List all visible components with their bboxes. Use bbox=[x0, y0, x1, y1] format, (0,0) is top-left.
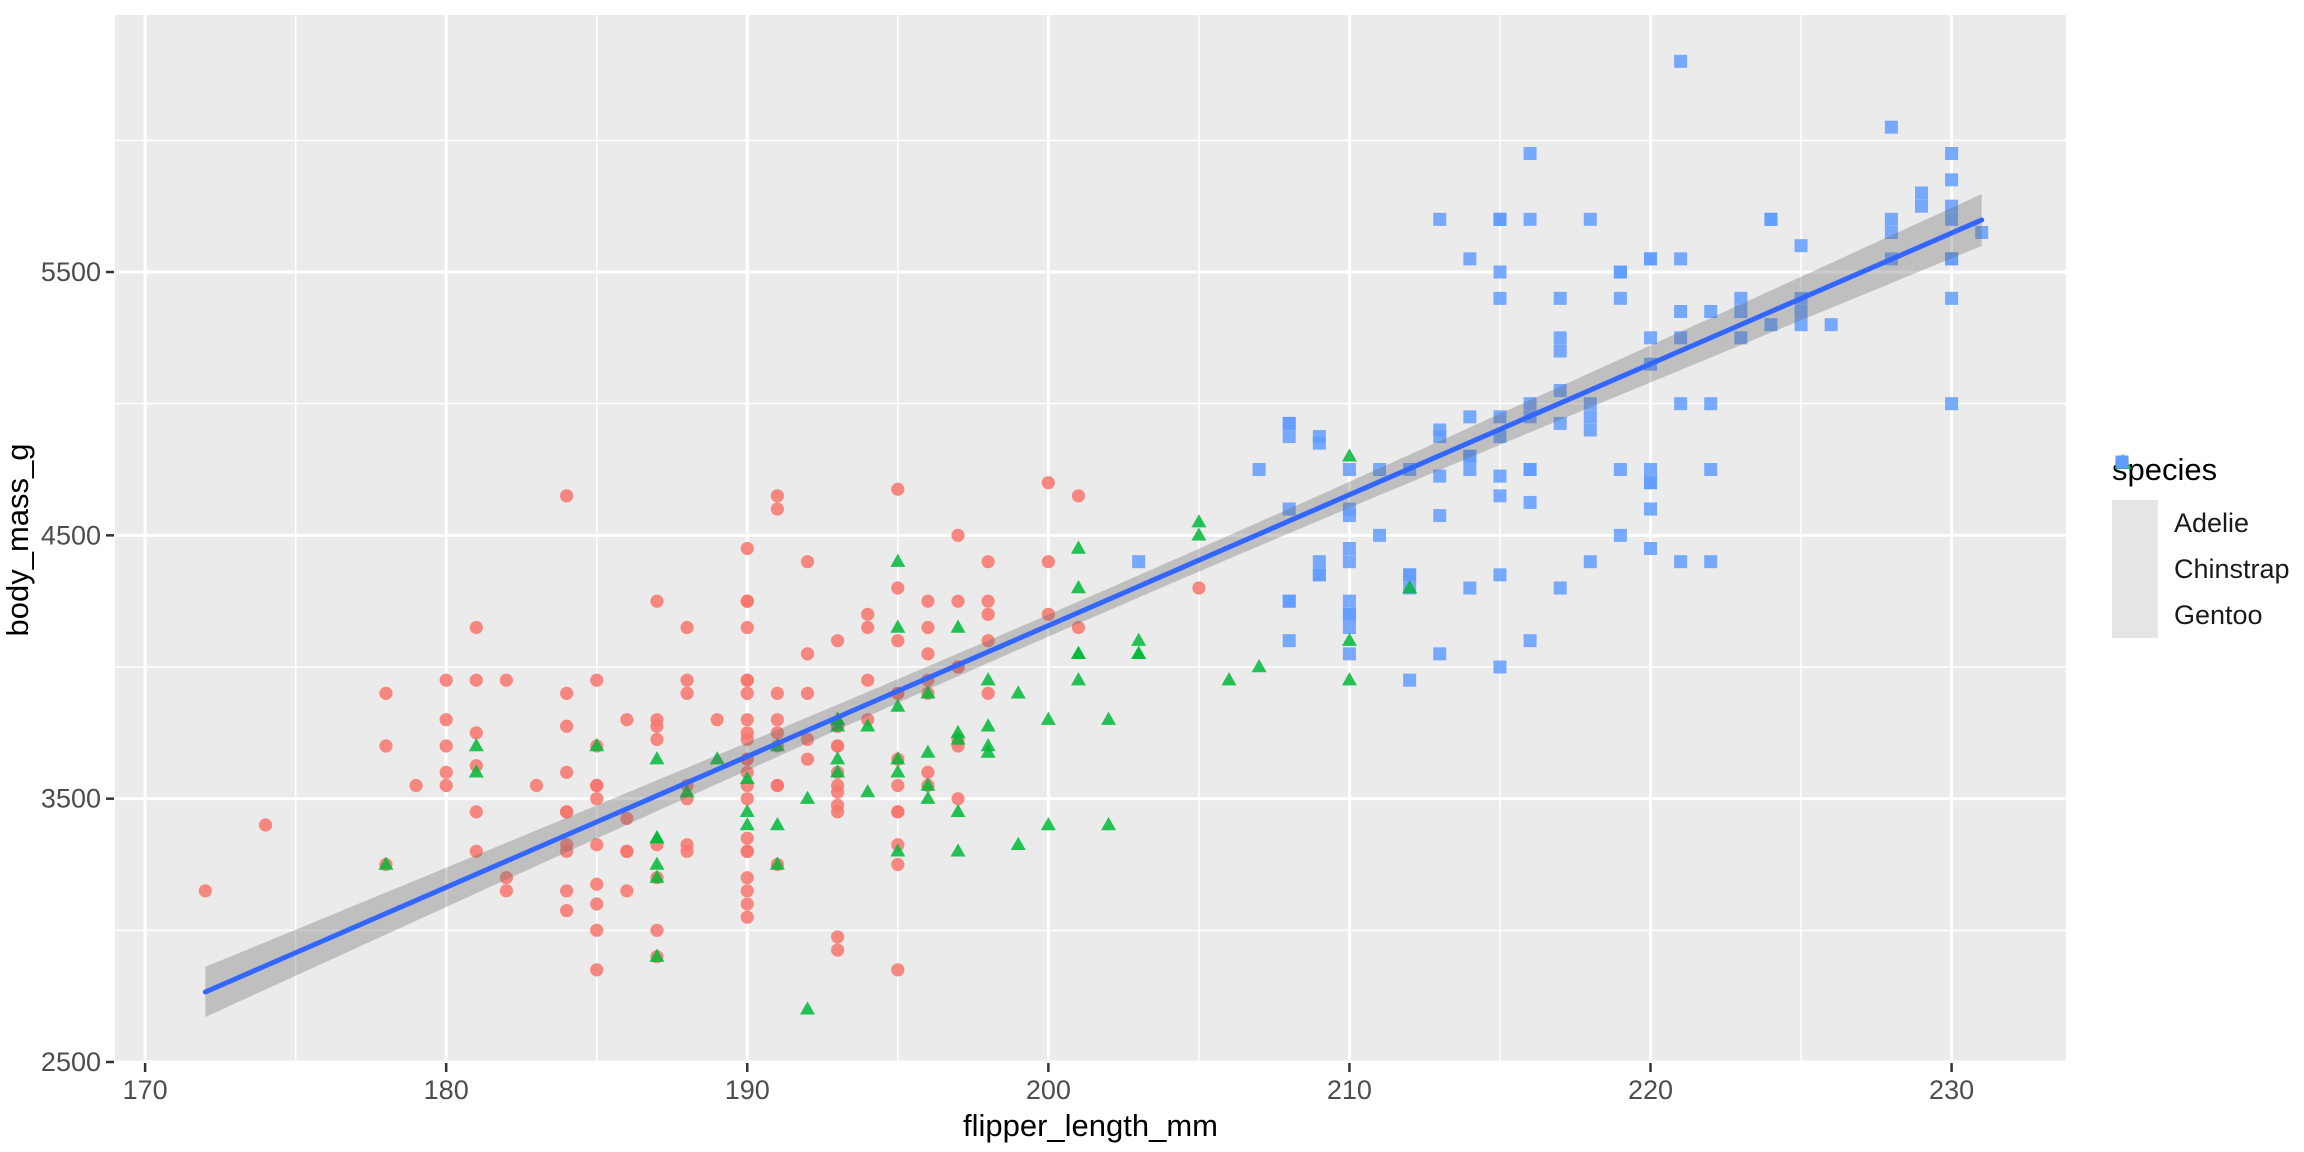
legend-item-gentoo: Gentoo bbox=[2112, 455, 2290, 638]
points-chinstrap bbox=[378, 448, 1418, 1015]
y-tick-labels: 2500 3500 4500 5500 bbox=[41, 257, 101, 1077]
axis-ticks bbox=[106, 270, 1953, 1072]
legend: species Adelie Chinstrap Gentoo bbox=[2112, 452, 2290, 638]
y-axis-title: body_mass_g bbox=[0, 443, 35, 637]
svg-text:5500: 5500 bbox=[41, 257, 101, 287]
adelie-circle-icon bbox=[2112, 455, 2158, 546]
x-axis-title: flipper_length_mm bbox=[962, 1108, 1219, 1143]
gentoo-square-icon bbox=[2112, 455, 2158, 638]
chinstrap-triangle-icon bbox=[2112, 454, 2158, 592]
svg-text:220: 220 bbox=[1628, 1075, 1673, 1105]
legend-label-chinstrap: Chinstrap bbox=[2174, 553, 2290, 584]
legend-item-adelie: Adelie bbox=[2112, 455, 2290, 546]
svg-text:230: 230 bbox=[1929, 1075, 1974, 1105]
regression-line bbox=[202, 217, 1985, 995]
x-tick-labels: 170 180 190 200 210 220 230 bbox=[123, 1075, 1975, 1105]
svg-text:180: 180 bbox=[424, 1075, 469, 1105]
legend-item-chinstrap: Chinstrap bbox=[2112, 454, 2290, 592]
svg-text:190: 190 bbox=[725, 1075, 770, 1105]
svg-text:3500: 3500 bbox=[41, 784, 101, 814]
svg-text:2500: 2500 bbox=[41, 1047, 101, 1077]
svg-text:4500: 4500 bbox=[41, 520, 101, 550]
legend-label-adelie: Adelie bbox=[2174, 507, 2250, 538]
minor-gridlines bbox=[115, 15, 2066, 1062]
legend-label-gentoo: Gentoo bbox=[2174, 599, 2263, 630]
svg-text:170: 170 bbox=[123, 1075, 168, 1105]
legend-title: species bbox=[2112, 452, 2218, 487]
svg-text:200: 200 bbox=[1026, 1075, 1071, 1105]
svg-text:210: 210 bbox=[1327, 1075, 1372, 1105]
major-gridlines bbox=[115, 15, 2066, 1064]
